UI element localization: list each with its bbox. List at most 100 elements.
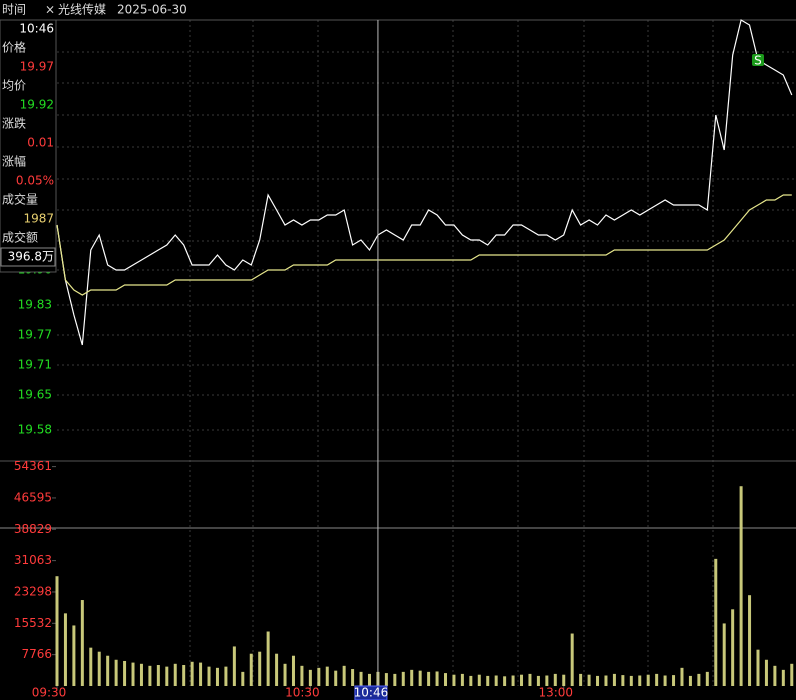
volume-bar bbox=[680, 667, 684, 686]
info-label: 涨幅 bbox=[2, 154, 26, 169]
volume-bar bbox=[55, 576, 59, 686]
y-tick-label: 19.71 bbox=[18, 358, 52, 372]
layout-grid bbox=[57, 20, 796, 686]
y-tick-label: 46595 bbox=[14, 490, 52, 504]
volume-bar bbox=[351, 669, 355, 686]
y-tick-label: 54361 bbox=[14, 459, 52, 473]
price-line bbox=[56, 19, 793, 346]
info-value: 1987 bbox=[23, 212, 54, 226]
y-tick-label: 31063 bbox=[14, 553, 52, 567]
volume-bar bbox=[63, 613, 67, 686]
info-value-box bbox=[0, 247, 56, 267]
volume-bar bbox=[494, 675, 498, 686]
y-tick-label: 19.58 bbox=[18, 423, 52, 437]
y-tick-label: 19.77 bbox=[18, 328, 52, 342]
volume-bar bbox=[469, 675, 473, 686]
volume-bar bbox=[190, 661, 194, 686]
volume-bar bbox=[89, 647, 93, 686]
volume-bar bbox=[672, 675, 676, 686]
info-value: 0.05% bbox=[16, 174, 54, 188]
volume-bar bbox=[570, 633, 574, 686]
volume-bar bbox=[97, 651, 101, 686]
info-label: 成交额 bbox=[2, 230, 38, 245]
volume-bar bbox=[207, 666, 211, 686]
volume-bar bbox=[156, 665, 160, 686]
volume-bar bbox=[596, 675, 600, 686]
volume-bar bbox=[579, 673, 583, 686]
volume-bar bbox=[342, 665, 346, 686]
volume-bar bbox=[587, 674, 591, 686]
volume-bar bbox=[444, 673, 448, 686]
volume-bar bbox=[553, 673, 557, 686]
y-tick-label: 19.65 bbox=[18, 388, 52, 402]
volume-bar bbox=[764, 659, 768, 686]
y-tick-label: 19.83 bbox=[18, 298, 52, 312]
volume-bar bbox=[452, 674, 456, 686]
close-button[interactable]: × bbox=[45, 3, 55, 17]
volume-bar bbox=[114, 659, 118, 686]
average-line bbox=[56, 194, 792, 296]
volume-bar bbox=[80, 600, 84, 686]
volume-bar bbox=[232, 646, 236, 686]
volume-bar bbox=[401, 671, 405, 686]
volume-bar bbox=[714, 558, 718, 686]
volume-bar bbox=[545, 675, 549, 686]
volume-bar bbox=[418, 670, 422, 686]
x-tick-label: 10:30 bbox=[285, 686, 320, 700]
info-value: 0.01 bbox=[27, 136, 54, 150]
volume-bar bbox=[528, 673, 532, 686]
volume-bar bbox=[334, 670, 338, 686]
volume-bar bbox=[325, 666, 329, 686]
volume-bar bbox=[486, 675, 490, 686]
volume-bar bbox=[460, 673, 464, 686]
volume-bar bbox=[393, 673, 397, 686]
volume-bar bbox=[629, 675, 633, 686]
volume-bar bbox=[503, 676, 507, 686]
volume-bar bbox=[655, 673, 659, 686]
y-tick-label: 7766 bbox=[21, 647, 52, 661]
volume-bar bbox=[773, 665, 777, 686]
volume-bar bbox=[275, 653, 279, 686]
volume-bar bbox=[317, 667, 321, 686]
volume-bar bbox=[756, 649, 760, 686]
stock-name: 光线传媒 bbox=[58, 2, 106, 17]
volume-bar bbox=[722, 623, 726, 686]
volume-bar bbox=[739, 486, 743, 686]
volume-bar bbox=[621, 675, 625, 686]
volume-bar bbox=[435, 671, 439, 686]
crosshair-label-box bbox=[354, 685, 388, 700]
info-label: 价格 bbox=[2, 40, 26, 55]
info-label: 成交量 bbox=[2, 192, 38, 207]
date: 2025-06-30 bbox=[117, 3, 187, 17]
volume-bar bbox=[748, 595, 752, 686]
volume-bar bbox=[123, 660, 127, 686]
info-value: 396.8万 bbox=[8, 250, 54, 264]
volume-bar bbox=[224, 666, 228, 686]
volume-bar bbox=[697, 673, 701, 686]
info-label: 均价 bbox=[2, 79, 26, 93]
volume-bar bbox=[139, 663, 143, 686]
volume-bar bbox=[308, 669, 312, 686]
volume-bar bbox=[477, 674, 481, 686]
info-panel bbox=[0, 19, 57, 273]
info-value: 10:46 bbox=[19, 22, 54, 36]
volume-bar bbox=[249, 653, 253, 686]
volume-bar bbox=[173, 663, 177, 686]
y-tick-label: 38829 bbox=[14, 522, 52, 536]
info-value: 19.92 bbox=[20, 98, 54, 112]
volume-bar bbox=[131, 662, 135, 686]
volume-bar bbox=[427, 671, 431, 686]
volume-bar bbox=[283, 663, 287, 686]
volume-bar bbox=[562, 674, 566, 686]
volume-bar bbox=[182, 665, 186, 686]
volume-bar bbox=[705, 671, 709, 686]
x-tick-label: 13:00 bbox=[538, 686, 573, 700]
volume-bar bbox=[663, 675, 667, 686]
crosshair-label: 10:46 bbox=[354, 686, 389, 700]
volume-bar bbox=[291, 655, 295, 686]
volume-bar bbox=[688, 675, 692, 686]
volume-bar bbox=[646, 674, 650, 686]
info-label: 涨跌 bbox=[2, 116, 26, 131]
x-tick-label: 09:30 bbox=[32, 686, 67, 700]
volume-bar bbox=[410, 669, 414, 686]
